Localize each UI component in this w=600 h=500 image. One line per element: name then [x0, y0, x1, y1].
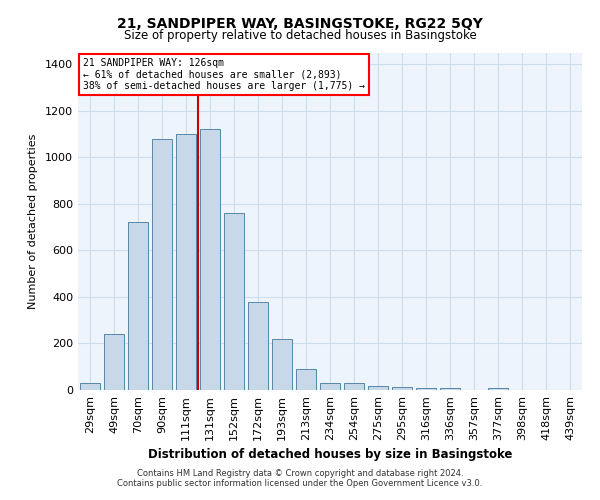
Bar	[80, 383, 100, 390]
Bar	[440, 388, 460, 390]
Text: Contains HM Land Registry data © Crown copyright and database right 2024.: Contains HM Land Registry data © Crown c…	[137, 468, 463, 477]
Bar	[272, 339, 292, 390]
Bar	[176, 134, 196, 390]
Bar	[416, 388, 436, 390]
Bar	[296, 369, 316, 390]
Text: Size of property relative to detached houses in Basingstoke: Size of property relative to detached ho…	[124, 29, 476, 42]
Y-axis label: Number of detached properties: Number of detached properties	[28, 134, 38, 309]
Bar	[248, 302, 268, 390]
Bar	[368, 386, 388, 390]
Bar	[224, 213, 244, 390]
Bar	[200, 130, 220, 390]
Bar	[392, 386, 412, 390]
Bar	[488, 388, 508, 390]
X-axis label: Distribution of detached houses by size in Basingstoke: Distribution of detached houses by size …	[148, 448, 512, 461]
Bar	[128, 222, 148, 390]
Text: 21 SANDPIPER WAY: 126sqm
← 61% of detached houses are smaller (2,893)
38% of sem: 21 SANDPIPER WAY: 126sqm ← 61% of detach…	[83, 58, 365, 91]
Bar	[320, 384, 340, 390]
Bar	[104, 334, 124, 390]
Bar	[344, 384, 364, 390]
Text: 21, SANDPIPER WAY, BASINGSTOKE, RG22 5QY: 21, SANDPIPER WAY, BASINGSTOKE, RG22 5QY	[117, 18, 483, 32]
Text: Contains public sector information licensed under the Open Government Licence v3: Contains public sector information licen…	[118, 478, 482, 488]
Bar	[152, 138, 172, 390]
